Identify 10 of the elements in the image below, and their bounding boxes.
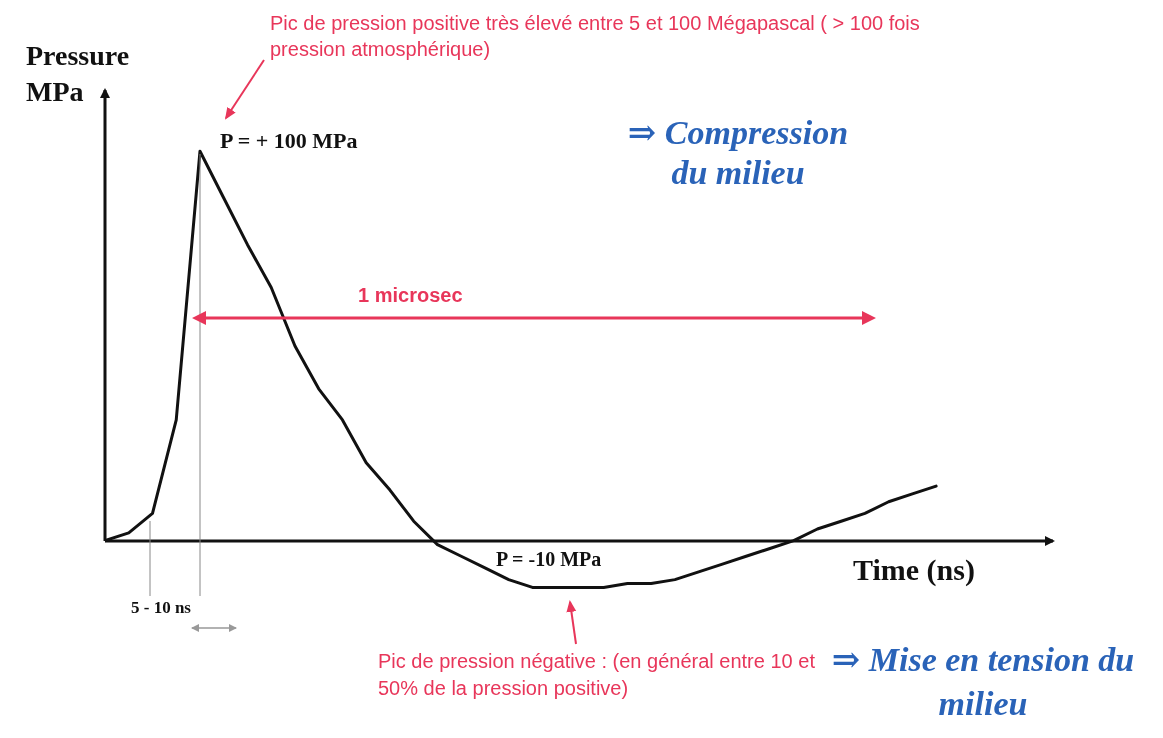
x-axis-title: Time (ns) — [853, 553, 975, 587]
annotation: ⇒ Compression du milieu — [626, 113, 850, 193]
text: Pic de pression positive très élevé entre 5 et 100 Mégapascal ( > 100 fois pression atmosphérique) — [270, 11, 921, 62]
y-axis-title: Pressure MPa — [26, 39, 131, 109]
text: Pic de pression négative : (en général entre 10 et 50% de la pression positive) — [378, 650, 815, 699]
annotation: 1 microsec — [358, 284, 463, 307]
text: ⇒ Mise en tension du milieu — [830, 640, 1136, 724]
annotation: P = -10 MPa — [496, 548, 602, 571]
text: 5 - 10 ns — [131, 598, 191, 618]
annotation: P = + 100 MPa — [220, 128, 358, 154]
